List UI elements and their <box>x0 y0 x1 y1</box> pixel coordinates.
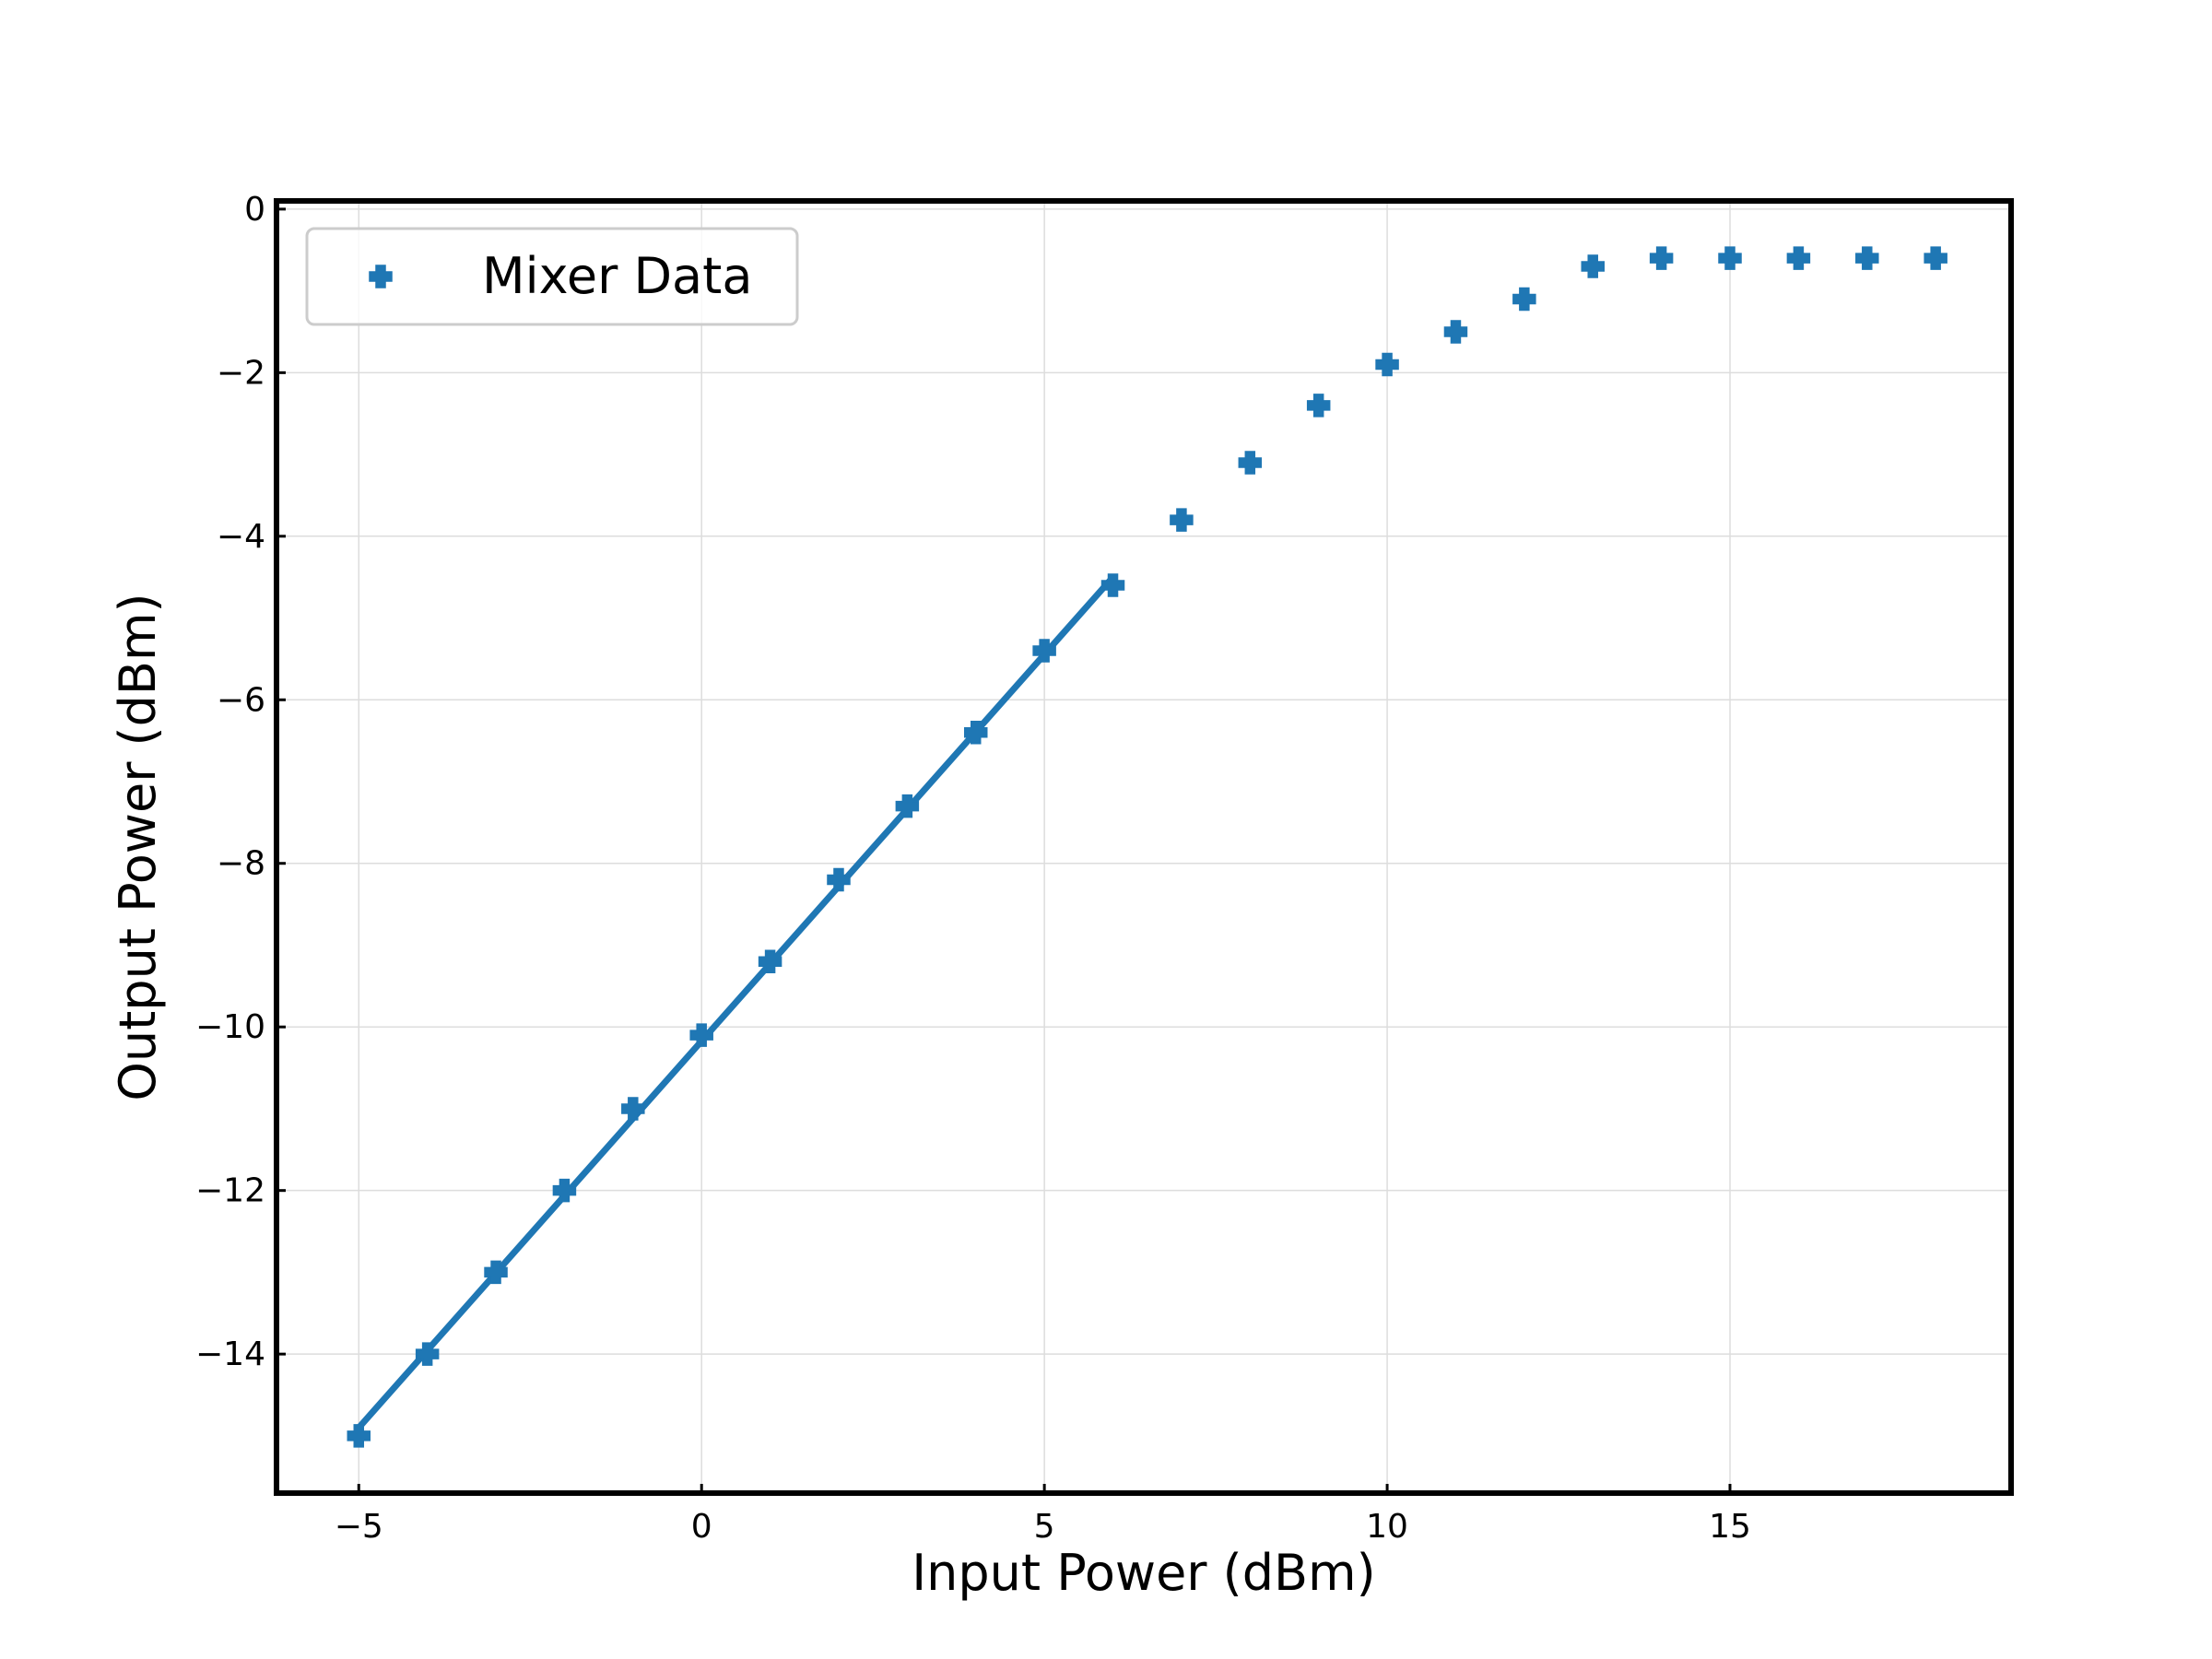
y-tick-label: −4 <box>217 518 265 556</box>
data-point <box>347 1424 371 1448</box>
data-point <box>758 949 782 973</box>
data-point <box>1375 352 1399 377</box>
data-point <box>1786 246 1811 270</box>
plot-frame <box>274 198 2014 1496</box>
grid <box>276 201 2011 1493</box>
data-point <box>895 794 920 818</box>
legend-box <box>305 227 799 326</box>
data-point <box>484 1260 508 1285</box>
data-point <box>1581 254 1605 278</box>
axis-ticks: −5 0 5 10 15 0 −2 −4 −6 −8 −10 −12 −14 <box>195 191 1751 1546</box>
data-point <box>1032 639 1056 663</box>
data-point <box>689 1023 713 1047</box>
fit-line <box>355 573 1117 1431</box>
y-tick-label: 0 <box>244 191 265 229</box>
data-point <box>415 1342 440 1366</box>
data-point <box>552 1178 577 1203</box>
legend-marker <box>369 265 393 288</box>
data-point <box>1443 320 1468 344</box>
y-axis-label: Output Power (dBm) <box>109 593 167 1100</box>
x-axis-label: Input Power (dBm) <box>912 1544 1375 1602</box>
data-point <box>621 1097 645 1121</box>
y-tick-label: −8 <box>217 845 265 883</box>
x-tick-label: 5 <box>1034 1508 1055 1546</box>
data-point <box>964 721 988 745</box>
data-point <box>827 867 851 892</box>
data-point <box>1855 246 1879 270</box>
y-tick-label: −10 <box>195 1008 265 1046</box>
y-tick-label: −6 <box>217 681 265 719</box>
fit-line-layer <box>355 573 1117 1431</box>
data-point <box>1170 508 1194 532</box>
legend: Mixer Data <box>305 227 799 326</box>
y-tick-label: −14 <box>195 1335 265 1373</box>
data-point <box>1649 246 1674 270</box>
data-point <box>1718 246 1742 270</box>
x-tick-label: 0 <box>691 1508 712 1546</box>
data-point <box>1238 451 1263 475</box>
data-point <box>1512 287 1536 312</box>
data-point <box>1100 573 1125 597</box>
x-tick-label: 15 <box>1709 1508 1751 1546</box>
marker-layer <box>347 246 1947 1448</box>
legend-label: Mixer Data <box>482 247 752 305</box>
data-point <box>1306 394 1331 418</box>
y-tick-label: −2 <box>217 354 265 392</box>
x-tick-label: 10 <box>1366 1508 1408 1546</box>
x-tick-label: −5 <box>335 1508 383 1546</box>
legend-marker-symbol <box>369 265 393 288</box>
y-tick-label: −12 <box>195 1172 265 1210</box>
data-point <box>1924 246 1947 270</box>
